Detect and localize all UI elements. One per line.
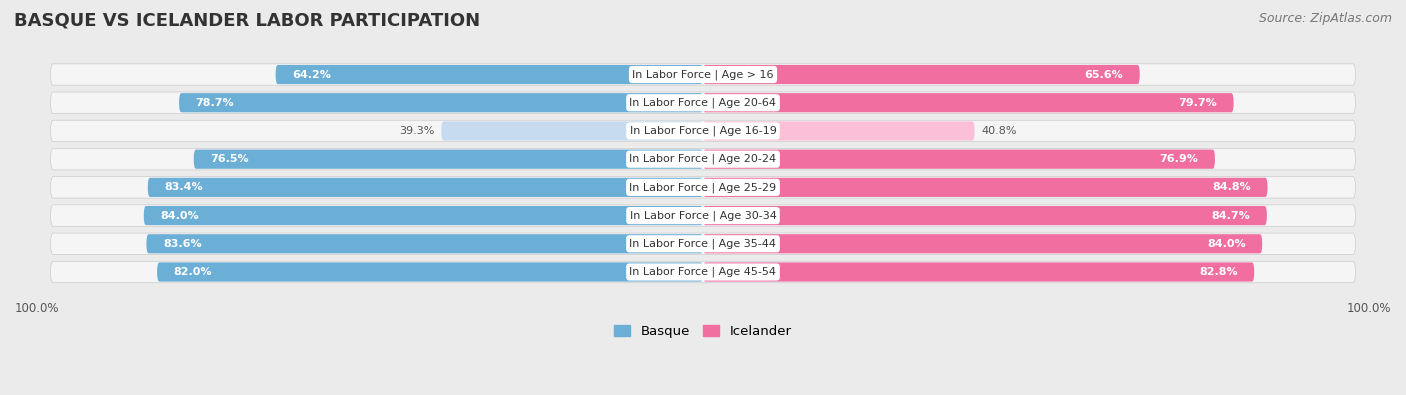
Text: 84.0%: 84.0% [1206, 239, 1246, 249]
Text: In Labor Force | Age 30-34: In Labor Force | Age 30-34 [630, 210, 776, 221]
FancyBboxPatch shape [441, 121, 703, 141]
Text: In Labor Force | Age 20-64: In Labor Force | Age 20-64 [630, 98, 776, 108]
Text: 84.0%: 84.0% [160, 211, 200, 220]
FancyBboxPatch shape [276, 65, 703, 84]
Text: In Labor Force | Age > 16: In Labor Force | Age > 16 [633, 69, 773, 80]
FancyBboxPatch shape [51, 120, 1355, 142]
FancyBboxPatch shape [703, 93, 1233, 112]
Text: 39.3%: 39.3% [399, 126, 434, 136]
FancyBboxPatch shape [703, 262, 1254, 282]
Text: 76.9%: 76.9% [1160, 154, 1198, 164]
FancyBboxPatch shape [51, 205, 1355, 226]
Text: 76.5%: 76.5% [211, 154, 249, 164]
Text: BASQUE VS ICELANDER LABOR PARTICIPATION: BASQUE VS ICELANDER LABOR PARTICIPATION [14, 12, 481, 30]
FancyBboxPatch shape [703, 150, 1215, 169]
FancyBboxPatch shape [51, 261, 1355, 283]
FancyBboxPatch shape [51, 149, 1355, 170]
Text: In Labor Force | Age 20-24: In Labor Force | Age 20-24 [630, 154, 776, 164]
FancyBboxPatch shape [148, 178, 703, 197]
Text: In Labor Force | Age 25-29: In Labor Force | Age 25-29 [630, 182, 776, 193]
Text: 65.6%: 65.6% [1084, 70, 1123, 79]
FancyBboxPatch shape [179, 93, 703, 112]
Text: 82.0%: 82.0% [174, 267, 212, 277]
FancyBboxPatch shape [51, 177, 1355, 198]
FancyBboxPatch shape [703, 121, 974, 141]
FancyBboxPatch shape [51, 64, 1355, 85]
FancyBboxPatch shape [146, 234, 703, 253]
Text: 83.6%: 83.6% [163, 239, 201, 249]
FancyBboxPatch shape [157, 262, 703, 282]
Text: 84.8%: 84.8% [1212, 182, 1251, 192]
Text: 78.7%: 78.7% [195, 98, 235, 108]
Text: 79.7%: 79.7% [1178, 98, 1218, 108]
Text: In Labor Force | Age 45-54: In Labor Force | Age 45-54 [630, 267, 776, 277]
Text: Source: ZipAtlas.com: Source: ZipAtlas.com [1258, 12, 1392, 25]
Text: 64.2%: 64.2% [292, 70, 330, 79]
Legend: Basque, Icelander: Basque, Icelander [609, 320, 797, 343]
FancyBboxPatch shape [703, 178, 1268, 197]
FancyBboxPatch shape [194, 150, 703, 169]
FancyBboxPatch shape [703, 206, 1267, 225]
FancyBboxPatch shape [51, 233, 1355, 254]
FancyBboxPatch shape [703, 234, 1263, 253]
FancyBboxPatch shape [51, 92, 1355, 113]
FancyBboxPatch shape [143, 206, 703, 225]
Text: In Labor Force | Age 16-19: In Labor Force | Age 16-19 [630, 126, 776, 136]
Text: 82.8%: 82.8% [1199, 267, 1237, 277]
Text: 84.7%: 84.7% [1212, 211, 1250, 220]
Text: 83.4%: 83.4% [165, 182, 202, 192]
Text: 40.8%: 40.8% [981, 126, 1017, 136]
Text: In Labor Force | Age 35-44: In Labor Force | Age 35-44 [630, 239, 776, 249]
FancyBboxPatch shape [703, 65, 1140, 84]
